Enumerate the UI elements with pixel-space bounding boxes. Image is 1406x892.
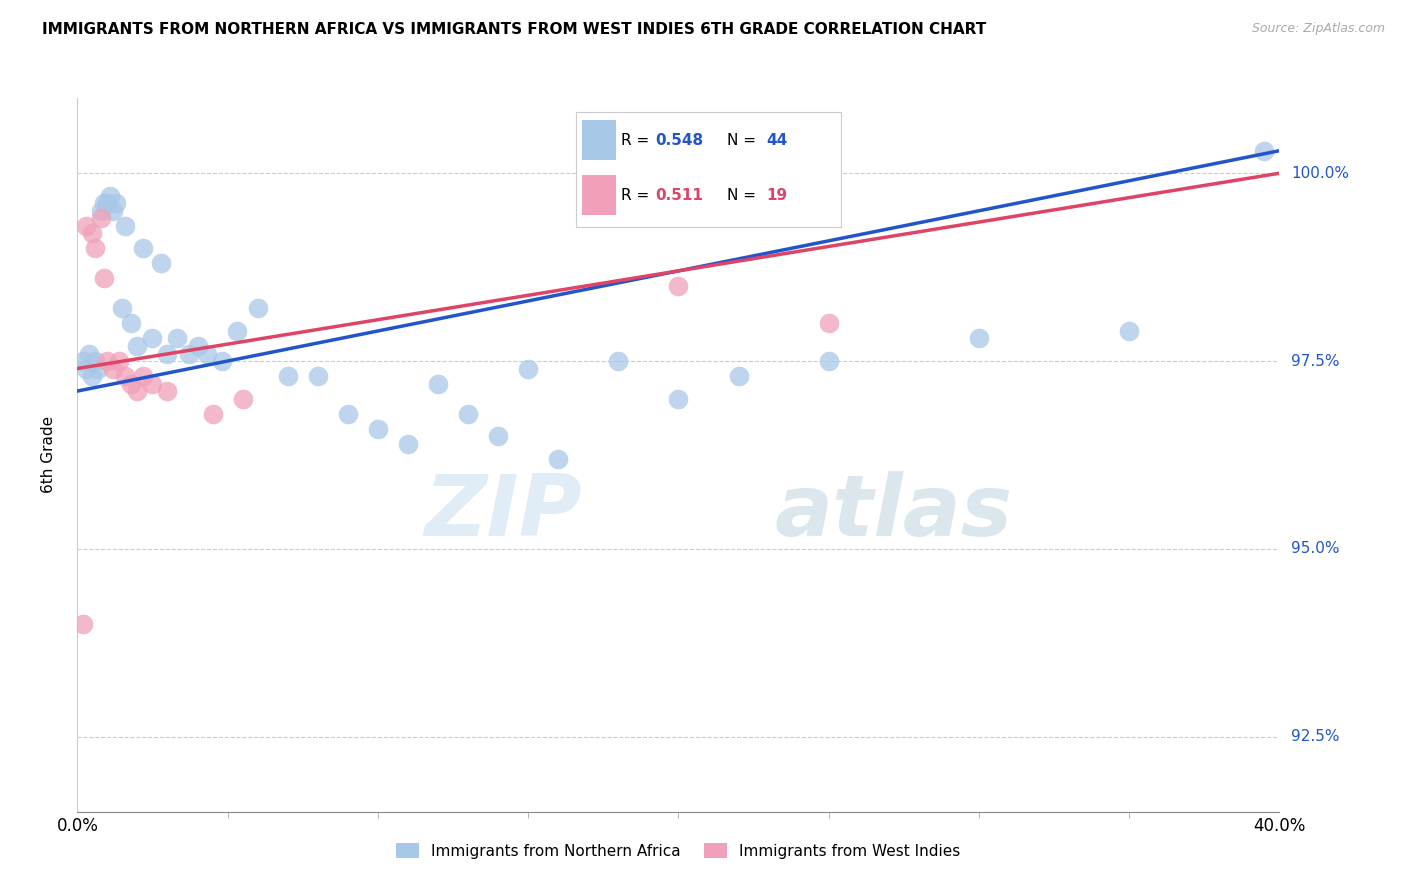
Point	[547, 451, 569, 466]
Point	[127, 339, 149, 353]
Point	[108, 354, 131, 368]
Text: 92.5%: 92.5%	[1292, 729, 1340, 744]
Point	[84, 354, 107, 368]
Point	[150, 256, 173, 270]
Point	[72, 354, 94, 368]
Point	[96, 196, 118, 211]
Point	[166, 331, 188, 345]
Point	[246, 301, 269, 316]
Point	[668, 392, 690, 406]
Point	[195, 346, 218, 360]
Point	[75, 361, 97, 376]
Point	[486, 429, 509, 443]
Point	[141, 376, 163, 391]
Point	[668, 279, 690, 293]
Point	[72, 616, 94, 631]
Point	[225, 324, 247, 338]
Point	[232, 392, 254, 406]
Text: 95.0%: 95.0%	[1292, 541, 1340, 557]
Point	[90, 211, 112, 226]
Point	[156, 384, 179, 398]
Legend: Immigrants from Northern Africa, Immigrants from West Indies: Immigrants from Northern Africa, Immigra…	[391, 837, 966, 864]
Point	[457, 407, 479, 421]
Point	[427, 376, 450, 391]
Point	[82, 369, 104, 384]
Point	[817, 317, 839, 331]
Point	[84, 241, 107, 255]
Text: IMMIGRANTS FROM NORTHERN AFRICA VS IMMIGRANTS FROM WEST INDIES 6TH GRADE CORRELA: IMMIGRANTS FROM NORTHERN AFRICA VS IMMIG…	[42, 22, 987, 37]
Point	[75, 219, 97, 233]
Point	[132, 369, 155, 384]
Point	[727, 369, 749, 384]
Point	[177, 346, 200, 360]
Point	[105, 196, 128, 211]
Point	[186, 339, 209, 353]
Point	[307, 369, 329, 384]
Point	[120, 317, 142, 331]
Point	[90, 203, 112, 218]
Point	[120, 376, 142, 391]
Y-axis label: 6th Grade: 6th Grade	[42, 417, 56, 493]
Point	[367, 422, 389, 436]
Point	[817, 354, 839, 368]
Point	[967, 331, 990, 345]
Point	[1118, 324, 1140, 338]
Point	[103, 203, 125, 218]
Text: 97.5%: 97.5%	[1292, 353, 1340, 368]
Point	[93, 271, 115, 285]
Point	[114, 369, 136, 384]
Point	[100, 188, 122, 202]
Point	[82, 227, 104, 241]
Point	[607, 354, 630, 368]
Point	[93, 196, 115, 211]
Text: atlas: atlas	[775, 470, 1012, 554]
Point	[1253, 144, 1275, 158]
Point	[336, 407, 359, 421]
Text: 100.0%: 100.0%	[1292, 166, 1350, 181]
Point	[127, 384, 149, 398]
Point	[87, 361, 110, 376]
Text: ZIP: ZIP	[425, 470, 582, 554]
Point	[96, 354, 118, 368]
Point	[396, 436, 419, 450]
Point	[114, 219, 136, 233]
Text: Source: ZipAtlas.com: Source: ZipAtlas.com	[1251, 22, 1385, 36]
Point	[103, 361, 125, 376]
Point	[132, 241, 155, 255]
Point	[156, 346, 179, 360]
Point	[79, 346, 101, 360]
Point	[201, 407, 224, 421]
Point	[517, 361, 540, 376]
Point	[141, 331, 163, 345]
Point	[211, 354, 233, 368]
Point	[277, 369, 299, 384]
Point	[111, 301, 134, 316]
